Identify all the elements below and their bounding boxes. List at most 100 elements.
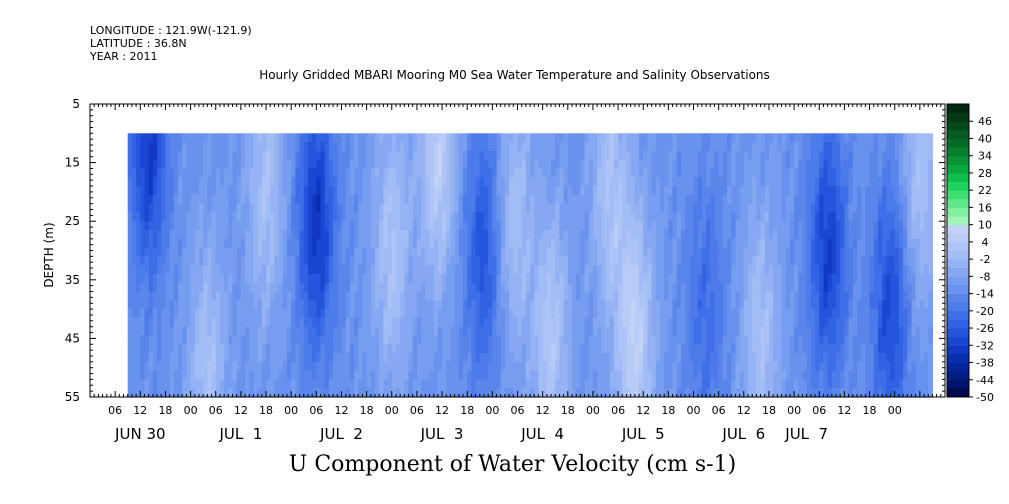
heatmap-cell (697, 273, 703, 284)
heatmap-cell (819, 150, 825, 161)
heatmap-cell (395, 203, 401, 214)
heatmap-cell (743, 238, 749, 249)
heatmap-cell (693, 300, 699, 310)
heatmap-cell (567, 388, 573, 398)
heatmap-cell (815, 370, 820, 381)
heatmap-cell (429, 256, 435, 266)
heatmap-cell (157, 282, 162, 293)
heatmap-cell (211, 159, 217, 170)
heatmap-cell (463, 142, 468, 152)
heatmap-cell (395, 150, 401, 161)
heatmap-cell (354, 133, 359, 143)
heatmap-cell (475, 203, 481, 214)
heatmap-cell (613, 159, 619, 170)
heatmap-cell (328, 291, 334, 301)
heatmap-cell (471, 247, 477, 257)
heatmap-cell (370, 203, 376, 214)
heatmap-cell (513, 326, 519, 337)
heatmap-cell (798, 361, 804, 372)
heatmap-cell (454, 300, 460, 310)
heatmap-cell (131, 212, 137, 222)
heatmap-cell (546, 247, 552, 257)
heatmap-cell (391, 344, 397, 354)
heatmap-cell (362, 291, 368, 301)
heatmap-cell (492, 309, 498, 319)
heatmap-cell (404, 256, 410, 266)
heatmap-cell (546, 353, 552, 363)
heatmap-cell (634, 177, 640, 187)
heatmap-cell (425, 150, 431, 161)
heatmap-cell (551, 133, 556, 143)
heatmap-cell (806, 229, 812, 240)
heatmap-cell (743, 344, 749, 354)
heatmap-cell (676, 221, 682, 231)
heatmap-cell (647, 256, 653, 266)
heatmap-cell (618, 194, 623, 205)
heatmap-cell (492, 300, 498, 310)
heatmap-cell (668, 388, 674, 398)
heatmap-cell (186, 317, 192, 328)
heatmap-cell (563, 150, 569, 161)
heatmap-cell (634, 238, 640, 249)
heatmap-cell (173, 309, 179, 319)
heatmap-cell (362, 309, 368, 319)
heatmap-cell (559, 177, 565, 187)
heatmap-cell (685, 150, 690, 161)
heatmap-cell (475, 212, 481, 222)
heatmap-cell (446, 238, 452, 249)
heatmap-cell (655, 168, 661, 178)
heatmap-cell (819, 317, 825, 328)
heatmap-cell (597, 370, 602, 381)
heatmap-cell (383, 291, 389, 301)
heatmap-cell (685, 229, 690, 240)
heatmap-cell (249, 229, 255, 240)
heatmap-cell (542, 133, 548, 143)
heatmap-cell (551, 265, 556, 275)
heatmap-cell (312, 388, 317, 398)
heatmap-cell (236, 142, 242, 152)
heatmap-cell (798, 300, 804, 310)
heatmap-cell (479, 203, 485, 214)
heatmap-cell (140, 326, 146, 337)
heatmap-cell (823, 159, 829, 170)
heatmap-cell (127, 247, 133, 257)
heatmap-cell (312, 291, 317, 301)
heatmap-cell (538, 186, 544, 196)
heatmap-cell (576, 344, 581, 354)
heatmap-cell (131, 203, 137, 214)
heatmap-cell (425, 273, 431, 284)
heatmap-cell (672, 326, 678, 337)
heatmap-cell (597, 309, 602, 319)
heatmap-cell (651, 273, 657, 284)
heatmap-cell (752, 159, 757, 170)
heatmap-cell (333, 168, 338, 178)
heatmap-cell (136, 291, 141, 301)
heatmap-cell (437, 335, 443, 345)
heatmap-cell (781, 238, 787, 249)
heatmap-cell (266, 159, 271, 170)
heatmap-cell (668, 186, 674, 196)
heatmap-cell (303, 326, 309, 337)
heatmap-cell (454, 344, 460, 354)
heatmap-cell (307, 326, 313, 337)
heatmap-cell (274, 317, 280, 328)
heatmap-cell (253, 256, 259, 266)
heatmap-cell (383, 282, 389, 293)
heatmap-cell (161, 291, 167, 301)
heatmap-cell (404, 265, 410, 275)
heatmap-cell (513, 256, 519, 266)
heatmap-cell (387, 273, 393, 284)
heatmap-cell (152, 203, 158, 214)
heatmap-cell (320, 168, 326, 178)
heatmap-cell (362, 212, 368, 222)
heatmap-cell (500, 317, 506, 328)
heatmap-cell (551, 291, 556, 301)
heatmap-cell (295, 177, 301, 187)
heatmap-cell (211, 150, 217, 161)
heatmap-cell (773, 212, 778, 222)
heatmap-cell (249, 177, 255, 187)
heatmap-cell (215, 142, 221, 152)
heatmap-cell (165, 353, 171, 363)
heatmap-cell (173, 273, 179, 284)
heatmap-cell (454, 388, 460, 398)
